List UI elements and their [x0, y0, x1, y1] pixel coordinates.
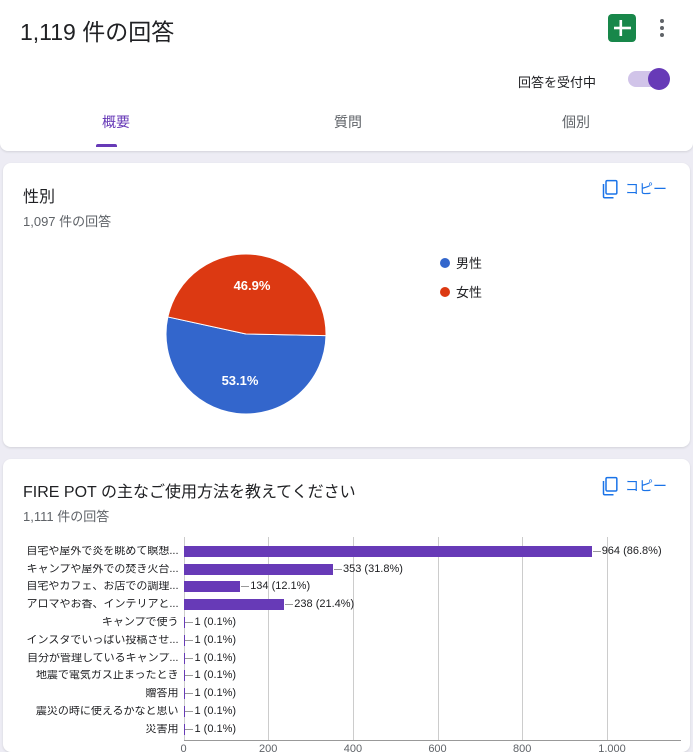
svg-text:53.1%: 53.1% [222, 373, 259, 388]
svg-text:46.9%: 46.9% [234, 278, 271, 293]
